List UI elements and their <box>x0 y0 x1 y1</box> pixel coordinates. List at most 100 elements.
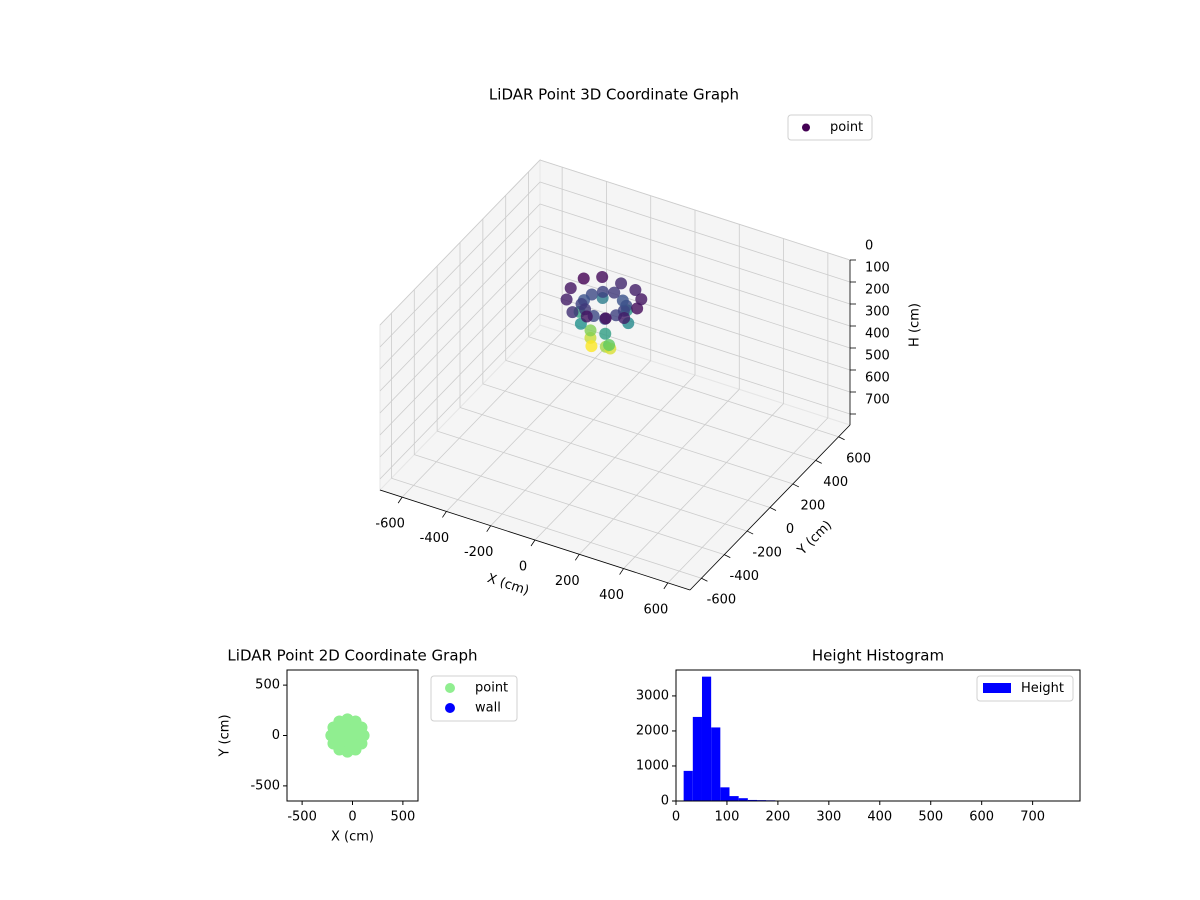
x-tick-label: -400 <box>420 531 450 546</box>
y-tick-label: 500 <box>255 678 280 693</box>
point <box>584 324 597 337</box>
x-tick-label: 0 <box>672 810 680 825</box>
grid-line <box>391 477 702 579</box>
tick-mark <box>619 568 624 575</box>
tick-mark <box>397 496 403 504</box>
grid-line <box>539 181 851 283</box>
x-tick-label: 0 <box>348 810 356 825</box>
z-tick-label: 300 <box>865 305 890 320</box>
chart-title: LiDAR Point 3D Coordinate Graph <box>489 86 739 104</box>
grid-line <box>379 269 541 436</box>
legend-patch <box>983 683 1011 693</box>
point <box>580 310 593 323</box>
bar <box>683 770 693 801</box>
z-tick-label: 100 <box>865 261 890 276</box>
y-tick-label: 1000 <box>636 758 669 773</box>
x-tick-label: 700 <box>1020 810 1045 825</box>
x-axis-label: X (cm) <box>331 830 374 845</box>
grid-line <box>482 383 793 485</box>
grid-line <box>539 203 851 305</box>
x-tick-label: 600 <box>969 810 994 825</box>
x-tick-label: 100 <box>715 810 740 825</box>
grid-line <box>379 313 541 480</box>
y-tick-label: 200 <box>800 498 825 513</box>
grid-line <box>539 247 851 349</box>
grid-line <box>379 203 541 370</box>
legend-marker <box>445 683 455 693</box>
point <box>615 277 628 290</box>
grid-line <box>539 159 851 261</box>
point <box>616 294 629 307</box>
point <box>635 293 648 306</box>
chart-title: LiDAR Point 2D Coordinate Graph <box>227 647 477 665</box>
legend-box <box>976 675 1074 702</box>
grid-line <box>414 454 725 556</box>
grid-line <box>437 430 748 532</box>
bar <box>711 727 721 801</box>
point <box>596 285 609 298</box>
tick-mark <box>838 436 845 441</box>
legend-label: Height <box>1021 681 1064 696</box>
z-tick-label: 700 <box>865 393 890 408</box>
z-axis-label: H (cm) <box>908 303 923 347</box>
y-tick-label: -400 <box>730 569 760 584</box>
tick-mark <box>792 483 800 488</box>
y-tick-label: 2000 <box>636 723 669 738</box>
bar <box>720 787 730 801</box>
chart-title: Height Histogram <box>812 647 944 665</box>
x-tick-label: 600 <box>643 602 668 617</box>
y-tick-label: 600 <box>846 451 871 466</box>
y-tick-label: 0 <box>661 794 669 809</box>
x-tick-label: 500 <box>390 810 415 825</box>
point <box>599 327 612 340</box>
legend-label: point <box>830 120 863 135</box>
x-tick-label: -200 <box>464 545 494 560</box>
x-tick-label: -600 <box>375 517 405 532</box>
y-tick-label: 400 <box>823 475 848 490</box>
point <box>631 302 644 315</box>
tick-mark <box>663 582 669 590</box>
legend-label: wall <box>475 701 501 716</box>
x-tick-label: 300 <box>816 810 841 825</box>
point <box>596 271 609 284</box>
grid-line <box>379 291 541 458</box>
legend-marker <box>802 123 810 132</box>
point <box>608 286 621 299</box>
grid-line <box>539 269 851 371</box>
bar <box>701 676 712 801</box>
bar <box>747 799 758 801</box>
legend-box <box>787 114 873 141</box>
bar <box>692 716 702 801</box>
point <box>355 737 368 750</box>
grid-line <box>539 291 851 393</box>
point <box>560 293 573 306</box>
tick-mark <box>815 459 822 464</box>
x-tick-label: -500 <box>287 810 317 825</box>
x-tick-label: 0 <box>519 560 527 575</box>
tick-mark <box>701 577 708 582</box>
axis-line <box>689 424 851 591</box>
bar <box>738 798 748 801</box>
tick-mark <box>769 507 777 511</box>
x-tick-label: 200 <box>765 810 790 825</box>
legend-marker <box>445 703 455 713</box>
point <box>599 312 612 325</box>
grid-line <box>379 247 541 414</box>
x-tick-label: 200 <box>555 574 580 589</box>
grid-line <box>379 159 541 326</box>
z-tick-label: 500 <box>865 349 890 364</box>
bar <box>729 796 739 801</box>
grid-line <box>505 359 816 461</box>
grid-line <box>539 225 851 327</box>
y-tick-label: -200 <box>752 546 782 561</box>
point <box>629 283 642 296</box>
point <box>566 306 579 319</box>
tick-mark <box>746 530 754 535</box>
x-tick-label: 400 <box>867 810 892 825</box>
x-tick-label: 400 <box>599 588 624 603</box>
point <box>577 272 590 285</box>
axis-line <box>379 489 691 591</box>
grid-line <box>379 225 541 392</box>
y-tick-label: 0 <box>272 728 280 743</box>
